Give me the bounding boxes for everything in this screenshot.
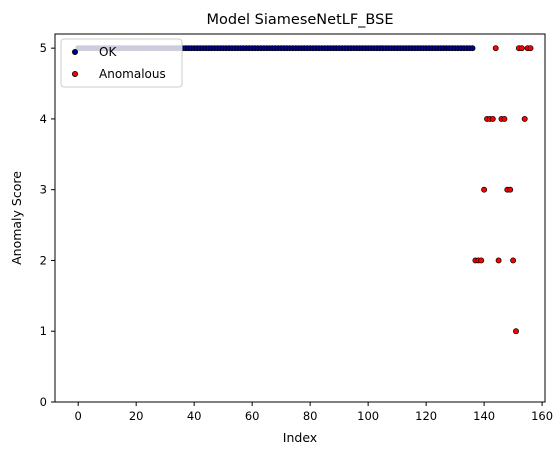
anomalous-point [513, 328, 519, 335]
x-axis: 0 20 40 60 80 100 120 140 160 [75, 402, 553, 423]
x-tick-label: 80 [303, 409, 318, 423]
legend-label-anomalous: Anomalous [99, 67, 166, 81]
y-tick-label: 1 [40, 324, 47, 338]
legend-label-ok: OK [99, 45, 117, 59]
anomalous-point [507, 186, 514, 193]
x-axis-label: Index [283, 430, 317, 445]
anomalous-point [510, 257, 517, 264]
legend-marker-ok [72, 49, 79, 56]
legend: OK Anomalous [60, 38, 183, 88]
x-tick-label: 100 [357, 409, 379, 423]
anomalous-point [481, 186, 488, 193]
anomalous-point [478, 257, 485, 264]
x-tick-label: 160 [531, 409, 553, 423]
y-axis-label: Anomaly Score [9, 171, 24, 265]
axes-frame [54, 33, 546, 403]
anomalous-point [495, 257, 502, 264]
anomalous-point [527, 45, 534, 52]
y-tick-label: 0 [40, 395, 47, 409]
ok-point [469, 45, 476, 52]
anomalous-point [492, 45, 499, 52]
y-tick-label: 4 [40, 112, 47, 126]
anomalous-point [501, 115, 508, 122]
y-axis: 0 1 2 3 4 5 [40, 41, 55, 409]
x-tick-label: 40 [187, 409, 202, 423]
anomalous-point [521, 115, 528, 122]
x-tick-label: 0 [75, 409, 82, 423]
legend-marker-anomalous [72, 71, 79, 78]
anomalous-point [489, 115, 496, 122]
y-tick-label: 3 [40, 183, 47, 197]
x-tick-label: 120 [415, 409, 437, 423]
anomalous-point [518, 45, 525, 52]
x-tick-label: 20 [129, 409, 144, 423]
legend-box [60, 38, 183, 88]
y-tick-label: 2 [40, 253, 47, 267]
x-tick-label: 140 [473, 409, 495, 423]
x-tick-label: 60 [245, 409, 260, 423]
chart-title: Model SiameseNetLF_BSE [207, 12, 394, 28]
y-tick-label: 5 [40, 41, 47, 55]
